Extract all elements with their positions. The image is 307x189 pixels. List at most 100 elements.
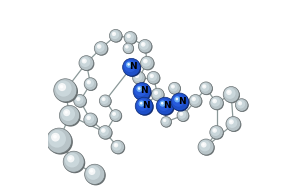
Circle shape [99, 126, 113, 140]
Circle shape [124, 44, 131, 51]
Circle shape [224, 87, 240, 103]
Circle shape [123, 59, 141, 77]
Circle shape [161, 117, 172, 128]
Circle shape [172, 94, 185, 107]
Circle shape [86, 165, 106, 185]
Circle shape [112, 141, 125, 154]
Circle shape [157, 98, 175, 116]
Circle shape [112, 141, 122, 151]
Circle shape [142, 43, 144, 45]
Circle shape [122, 58, 140, 76]
Circle shape [201, 142, 207, 148]
Circle shape [134, 83, 152, 101]
Circle shape [178, 111, 186, 119]
Circle shape [177, 110, 189, 121]
Circle shape [148, 72, 157, 81]
Circle shape [133, 71, 145, 84]
Circle shape [213, 100, 215, 102]
Circle shape [202, 84, 206, 89]
Circle shape [164, 119, 165, 121]
Text: N: N [178, 97, 186, 106]
Circle shape [172, 85, 173, 87]
Circle shape [150, 74, 154, 78]
Circle shape [79, 56, 94, 70]
Circle shape [139, 40, 149, 50]
Circle shape [85, 114, 94, 123]
Circle shape [85, 164, 105, 184]
Circle shape [227, 118, 237, 128]
Circle shape [154, 91, 158, 95]
Circle shape [235, 99, 248, 111]
Circle shape [200, 82, 212, 94]
Circle shape [229, 119, 234, 124]
Circle shape [125, 45, 129, 49]
Circle shape [171, 93, 188, 111]
Circle shape [239, 102, 241, 104]
Circle shape [100, 95, 112, 107]
Circle shape [138, 101, 145, 107]
Circle shape [80, 56, 94, 71]
Circle shape [99, 125, 112, 139]
Circle shape [210, 96, 223, 110]
Circle shape [152, 89, 161, 98]
Circle shape [58, 83, 66, 91]
Circle shape [135, 74, 139, 78]
Circle shape [179, 112, 183, 116]
Circle shape [115, 144, 117, 146]
Circle shape [48, 129, 73, 155]
Circle shape [55, 80, 78, 103]
Circle shape [125, 32, 137, 45]
Circle shape [74, 94, 86, 107]
Circle shape [124, 60, 136, 72]
Circle shape [100, 96, 108, 104]
Circle shape [127, 35, 129, 37]
Circle shape [110, 30, 119, 39]
Circle shape [56, 81, 72, 97]
Circle shape [169, 83, 178, 91]
Circle shape [111, 111, 119, 119]
Circle shape [90, 170, 93, 173]
Circle shape [94, 42, 108, 55]
Circle shape [200, 83, 213, 95]
Circle shape [113, 113, 115, 115]
Circle shape [230, 120, 232, 123]
Circle shape [76, 97, 80, 101]
Circle shape [161, 102, 164, 105]
Circle shape [88, 168, 95, 175]
Circle shape [86, 115, 91, 120]
Circle shape [97, 44, 102, 49]
Circle shape [236, 99, 249, 112]
Circle shape [84, 114, 98, 127]
Circle shape [126, 62, 132, 68]
Circle shape [144, 60, 146, 62]
Circle shape [190, 95, 199, 104]
Circle shape [212, 128, 217, 133]
Circle shape [169, 83, 181, 95]
Circle shape [136, 75, 138, 77]
Text: N: N [129, 62, 136, 71]
Circle shape [133, 72, 146, 85]
Circle shape [127, 63, 130, 66]
Circle shape [189, 94, 202, 107]
Circle shape [211, 97, 220, 107]
Circle shape [126, 34, 131, 38]
Circle shape [198, 139, 214, 155]
Circle shape [213, 129, 215, 131]
Circle shape [141, 56, 154, 70]
Circle shape [141, 42, 146, 47]
Circle shape [150, 75, 153, 77]
Circle shape [134, 72, 142, 81]
Circle shape [84, 78, 97, 90]
Circle shape [48, 130, 66, 148]
Circle shape [125, 33, 134, 41]
Circle shape [53, 135, 57, 139]
Circle shape [124, 32, 137, 44]
Circle shape [147, 71, 160, 84]
Circle shape [112, 112, 116, 116]
Circle shape [171, 84, 175, 89]
Circle shape [174, 96, 181, 102]
Circle shape [87, 80, 91, 84]
Circle shape [95, 42, 108, 56]
Circle shape [211, 126, 224, 140]
Circle shape [210, 125, 223, 139]
